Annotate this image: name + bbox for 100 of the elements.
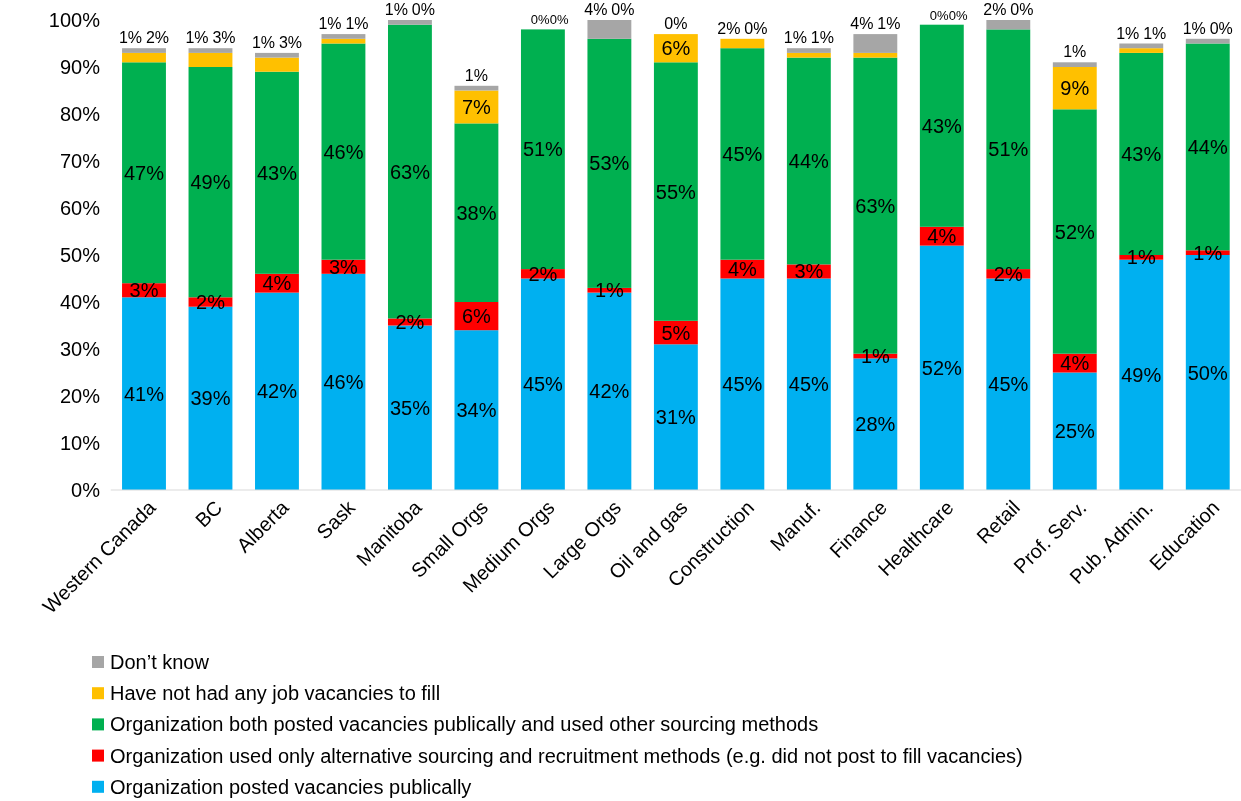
data-label: 0% <box>611 1 635 18</box>
data-label: 38% <box>456 201 497 224</box>
y-tick-label: 10% <box>59 432 101 454</box>
data-label: 51% <box>522 138 564 161</box>
bar <box>321 273 366 490</box>
legend-label: Don’t know <box>110 651 210 673</box>
bar <box>720 278 765 490</box>
data-label: 6% <box>661 37 691 60</box>
bar <box>919 245 964 490</box>
data-label: 6% <box>461 305 492 328</box>
y-tick-label: 70% <box>59 150 101 172</box>
bar <box>454 85 499 91</box>
data-label: 2% <box>717 19 741 37</box>
data-label: 51% <box>988 138 1029 161</box>
bar <box>122 52 166 63</box>
data-label: 3% <box>129 279 159 302</box>
data-label: 1% <box>1193 241 1223 264</box>
data-label: 44% <box>788 150 830 172</box>
data-label: 1% <box>877 15 901 33</box>
data-label: 49% <box>190 171 231 194</box>
data-label: 53% <box>589 152 630 175</box>
data-label: 55% <box>655 180 697 203</box>
bar <box>1119 48 1164 53</box>
bar <box>321 34 366 39</box>
data-label: 49% <box>1121 363 1162 386</box>
data-label: 1% <box>810 29 834 47</box>
data-label: 1% <box>1182 19 1206 37</box>
data-label: 39% <box>190 387 231 410</box>
data-label: 0% <box>411 1 435 18</box>
data-label: 42% <box>589 380 630 403</box>
data-label: 46% <box>323 370 364 393</box>
bar <box>321 43 366 260</box>
data-label: 35% <box>389 396 431 419</box>
legend-label: Organization both posted vacancies publically and used other sourcing methods <box>110 713 819 736</box>
data-label: 1% <box>1126 246 1156 269</box>
data-label: 44% <box>1187 135 1228 158</box>
x-tick-label: BC <box>191 496 227 532</box>
data-label: 47% <box>123 161 165 184</box>
bar <box>387 20 432 25</box>
bar <box>188 48 233 53</box>
data-label: 0% <box>929 7 949 23</box>
data-label: 41% <box>123 382 165 405</box>
bar <box>786 48 831 53</box>
data-label: 45% <box>988 373 1029 396</box>
bar <box>1052 372 1097 490</box>
data-label: 46% <box>323 140 364 163</box>
bar <box>255 52 299 58</box>
bar <box>653 344 698 490</box>
data-label: 43% <box>921 114 963 137</box>
data-label: 1% <box>318 15 342 33</box>
bar <box>255 57 299 72</box>
data-label: 63% <box>855 194 896 217</box>
bar <box>786 57 831 265</box>
data-label: 1% <box>251 33 276 51</box>
y-tick-label: 50% <box>59 244 101 266</box>
bar <box>1052 109 1097 354</box>
y-tick-label: 60% <box>59 197 101 219</box>
data-label: 45% <box>722 142 763 165</box>
data-label: 52% <box>1054 220 1096 243</box>
data-label: 1% <box>1143 24 1167 42</box>
bar <box>122 48 166 53</box>
data-label: 28% <box>855 413 896 436</box>
y-tick-label: 20% <box>59 385 101 407</box>
data-label: 45% <box>788 373 830 396</box>
bar <box>853 34 898 53</box>
y-tick-label: 40% <box>59 291 101 313</box>
bar <box>188 52 233 67</box>
data-label: 1% <box>783 29 807 47</box>
data-label: 9% <box>1060 77 1090 100</box>
data-label: 0% <box>1010 1 1034 18</box>
data-label: 4% <box>927 225 957 248</box>
bar <box>255 71 299 274</box>
data-label: 0% <box>530 12 550 28</box>
data-label: 1% <box>118 29 143 47</box>
data-label: 3% <box>329 255 359 278</box>
data-label: 1% <box>345 15 369 33</box>
bar <box>786 278 831 490</box>
bar <box>986 20 1031 30</box>
legend-label: Organization used only alternative sourcing and recruitment methods (e.g. did not post to fill vacancies) <box>110 744 1023 767</box>
data-label: 50% <box>1187 361 1228 384</box>
bar <box>255 292 299 490</box>
bar <box>653 62 698 321</box>
data-label: 3% <box>278 33 303 51</box>
data-label: 1% <box>594 279 625 302</box>
bar <box>454 330 499 490</box>
data-label: 45% <box>722 373 763 396</box>
data-label: 4% <box>584 1 608 18</box>
bar <box>919 24 964 227</box>
bar <box>720 38 765 49</box>
data-label: 25% <box>1054 420 1096 443</box>
bar <box>720 48 765 260</box>
data-label: 3% <box>794 260 824 283</box>
data-label: 45% <box>522 373 564 396</box>
data-label: 52% <box>921 356 963 379</box>
data-label: 1% <box>1063 43 1087 61</box>
data-label: 42% <box>256 380 298 403</box>
bar <box>853 52 898 58</box>
data-label: 1% <box>860 345 890 368</box>
bar <box>454 123 499 302</box>
data-label: 4% <box>850 15 874 33</box>
